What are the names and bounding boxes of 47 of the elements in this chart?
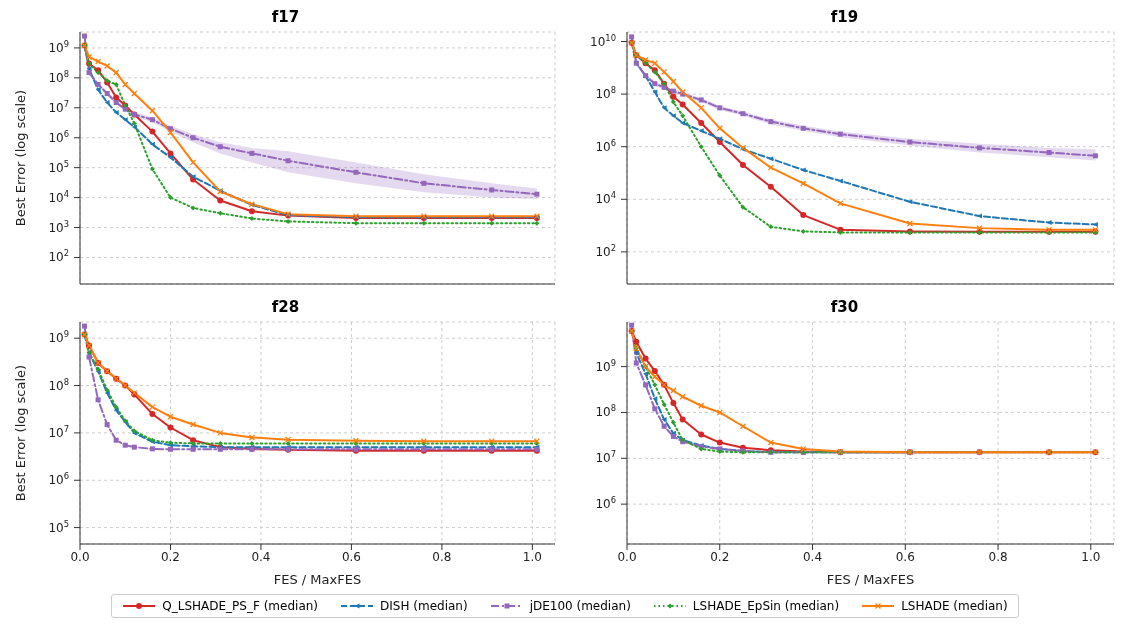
y-tick-label: 10$^{6}$ <box>595 137 616 154</box>
y-tick-label: 10$^{4}$ <box>595 190 616 207</box>
x-tick-label: 0.4 <box>251 549 271 564</box>
chart-title: f19 <box>829 8 860 28</box>
y-tick-label: 10$^{9}$ <box>48 38 69 55</box>
y-tick-label: 10$^{7}$ <box>48 423 69 440</box>
x-axis-title: FES / MaxFES <box>273 572 362 587</box>
y-tick-label: 10$^{8}$ <box>48 376 69 393</box>
y-tick-label: 10$^{10}$ <box>590 32 616 49</box>
y-tick-label: 10$^{6}$ <box>48 471 69 488</box>
x-tick-label: 1.0 <box>522 549 542 564</box>
x-tick-label: 0.0 <box>70 549 90 564</box>
x-tick-label: 0.8 <box>432 549 452 564</box>
chart-title: f30 <box>829 298 860 318</box>
y-tick-label: 10$^{4}$ <box>48 188 69 205</box>
y-tick-label: 10$^{2}$ <box>48 248 69 265</box>
y-tick-label: 10$^{8}$ <box>595 85 616 102</box>
x-tick-label: 0.0 <box>617 549 637 564</box>
x-tick-label: 0.2 <box>710 549 730 564</box>
y-tick-label: 10$^{3}$ <box>48 218 69 235</box>
chart-title: f17 <box>270 8 301 28</box>
x-axis-title: FES / MaxFES <box>826 572 915 587</box>
x-tick-label: 0.6 <box>895 549 915 564</box>
y-tick-label: 10$^{7}$ <box>595 449 616 466</box>
y-tick-label: 10$^{9}$ <box>48 329 69 346</box>
y-tick-label: 10$^{8}$ <box>595 403 616 420</box>
y-tick-label: 10$^{8}$ <box>48 68 69 85</box>
y-tick-label: 10$^{2}$ <box>595 242 616 259</box>
x-tick-label: 0.8 <box>988 549 1008 564</box>
legend-label: Q_LSHADE_PS_F (median) <box>162 599 319 613</box>
y-tick-label: 10$^{6}$ <box>595 495 616 512</box>
legend-label: DISH (median) <box>380 599 468 613</box>
y-axis-title: Best Error (log scale) <box>12 89 28 227</box>
x-tick-label: 1.0 <box>1081 549 1101 564</box>
x-tick-label: 0.6 <box>341 549 361 564</box>
legend-label: LSHADE (median) <box>901 599 1008 613</box>
legend-label: LSHADE_EpSin (median) <box>692 599 840 613</box>
legend-label: jDE100 (median) <box>529 599 631 613</box>
y-tick-label: 10$^{5}$ <box>48 518 69 535</box>
y-axis-title: Best Error (log scale) <box>12 364 28 502</box>
x-tick-label: 0.4 <box>802 549 823 564</box>
x-tick-label: 0.2 <box>160 549 181 564</box>
y-tick-label: 10$^{9}$ <box>595 357 616 374</box>
y-tick-label: 10$^{7}$ <box>48 98 69 115</box>
y-tick-label: 10$^{6}$ <box>48 128 69 145</box>
chart-title: f28 <box>270 298 301 318</box>
y-tick-label: 10$^{5}$ <box>48 158 69 175</box>
